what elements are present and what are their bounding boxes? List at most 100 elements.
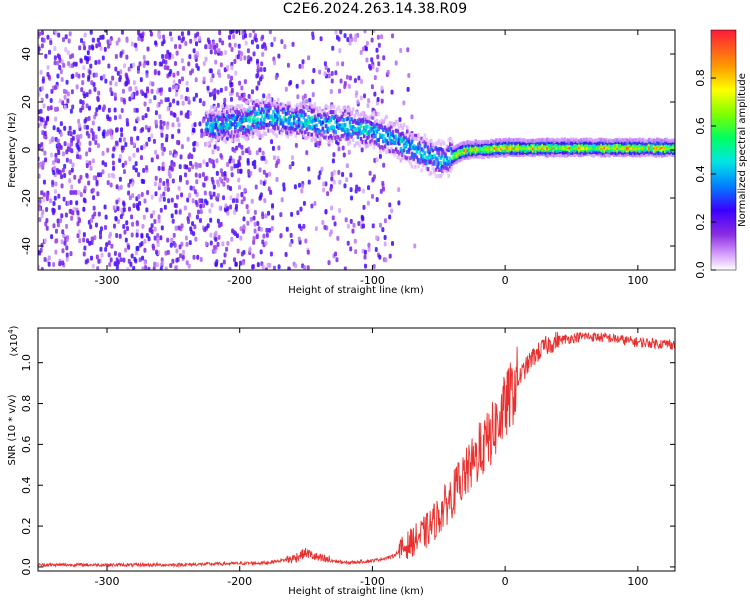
heatmap-cell (62, 62, 66, 68)
heatmap-cell (257, 111, 261, 116)
heatmap-cell (335, 257, 339, 263)
heatmap-cell (488, 139, 492, 144)
heatmap-cell (300, 104, 304, 109)
heatmap-cell (439, 155, 443, 160)
heatmap-cell (134, 258, 138, 264)
heatmap-cell (406, 47, 410, 53)
heatmap-cell (366, 103, 370, 109)
heatmap-cell (189, 226, 193, 232)
heatmap-cell (217, 48, 221, 54)
heatmap-cell (517, 146, 521, 151)
heatmap-cell (235, 198, 239, 204)
heatmap-cell (622, 153, 626, 158)
heatmap-cell (257, 130, 261, 135)
heatmap-cell (324, 135, 328, 140)
heatmap-cell (649, 137, 653, 142)
heatmap-cell (230, 138, 234, 143)
heatmap-cell (441, 169, 444, 174)
heatmap-cell (315, 140, 319, 146)
heatmap-cell (581, 146, 584, 151)
heatmap-cell (460, 150, 463, 155)
heatmap-cell (214, 112, 218, 117)
heatmap-cell (218, 37, 222, 43)
heatmap-cell (140, 36, 144, 42)
heatmap-cell (338, 207, 342, 213)
spectrogram-ytick-label: 20 (20, 95, 33, 109)
heatmap-cell (480, 150, 484, 155)
heatmap-cell (141, 223, 145, 229)
heatmap-cell (92, 205, 96, 211)
heatmap-cell (636, 143, 640, 148)
heatmap-cell (156, 32, 160, 38)
heatmap-cell (86, 56, 90, 62)
heatmap-cell (425, 155, 428, 160)
heatmap-cell (605, 152, 608, 157)
heatmap-cell (168, 87, 172, 93)
heatmap-cell (536, 143, 540, 148)
heatmap-cell (71, 162, 75, 168)
heatmap-cell (493, 153, 497, 158)
heatmap-cell (388, 149, 392, 154)
heatmap-cell (56, 73, 60, 79)
heatmap-cell (546, 141, 549, 146)
heatmap-cell (248, 32, 252, 38)
heatmap-cell (143, 260, 147, 266)
heatmap-cell (302, 110, 306, 115)
heatmap-cell (290, 211, 294, 217)
heatmap-cell (168, 71, 172, 77)
heatmap-cell (640, 138, 643, 143)
heatmap-cell (512, 150, 516, 155)
heatmap-cell (135, 232, 139, 238)
heatmap-cell (439, 160, 443, 165)
heatmap-cell (192, 147, 196, 153)
heatmap-cell (617, 140, 621, 145)
heatmap-cell (178, 177, 182, 183)
heatmap-cell (547, 140, 551, 145)
heatmap-cell (368, 63, 372, 69)
heatmap-cell (104, 246, 108, 252)
heatmap-cell (409, 161, 412, 166)
heatmap-cell (49, 152, 53, 158)
heatmap-cell (670, 138, 673, 143)
heatmap-cell (84, 259, 88, 265)
heatmap-cell (670, 141, 673, 146)
heatmap-cell (289, 132, 293, 137)
heatmap-cell (542, 140, 546, 145)
heatmap-cell (108, 38, 112, 44)
heatmap-cell (324, 65, 328, 71)
heatmap-cell (632, 143, 635, 148)
heatmap-cell (120, 145, 124, 151)
heatmap-cell (200, 128, 204, 134)
heatmap-cell (188, 240, 192, 246)
heatmap-cell (267, 227, 271, 233)
heatmap-cell (665, 143, 669, 148)
heatmap-cell (230, 81, 234, 87)
colorbar-ticks: 0.00.20.40.60.8 (694, 69, 716, 279)
heatmap-cell (61, 229, 65, 235)
heatmap-cell (230, 236, 234, 242)
heatmap-cell (201, 172, 205, 178)
heatmap-cell (437, 167, 441, 172)
heatmap-cell (142, 167, 146, 173)
heatmap-cell (265, 172, 269, 178)
heatmap-cell (240, 192, 244, 198)
heatmap-cell (520, 138, 524, 143)
heatmap-cell (353, 143, 357, 148)
heatmap-cell (175, 139, 179, 145)
spectrogram-xtick-label: 100 (627, 274, 648, 287)
heatmap-cell (609, 148, 613, 153)
heatmap-cell (273, 122, 277, 127)
heatmap-cell (512, 140, 516, 145)
heatmap-cell (385, 128, 388, 133)
heatmap-cell (203, 176, 207, 182)
heatmap-cell (253, 228, 257, 234)
heatmap-cell (253, 115, 256, 120)
heatmap-cell (335, 135, 339, 140)
heatmap-cell (361, 139, 365, 144)
heatmap-cell (181, 249, 185, 255)
heatmap-cell (319, 109, 323, 114)
heatmap-cell (140, 178, 144, 184)
heatmap-cell (307, 134, 310, 139)
heatmap-cell (444, 152, 447, 157)
heatmap-cell (517, 153, 521, 158)
